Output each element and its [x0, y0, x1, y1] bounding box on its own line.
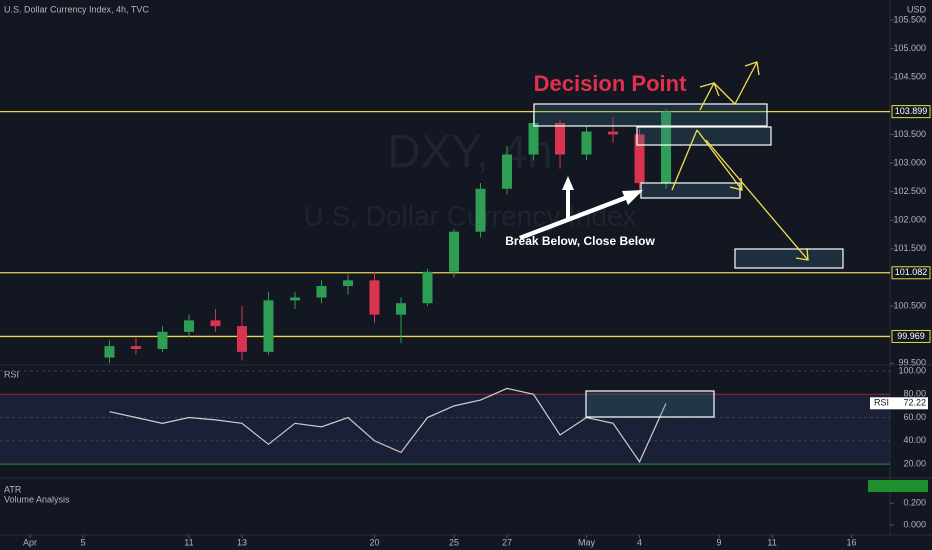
candle-body — [502, 154, 513, 189]
level-label: 99.969 — [897, 331, 925, 341]
watermark: U.S. Dollar Currency Index — [303, 200, 636, 231]
x-tick-label: 11 — [767, 537, 776, 547]
candle-body — [608, 131, 619, 135]
zone-box — [533, 103, 768, 127]
candle-body — [130, 346, 141, 349]
y-tick-label: 99.500 — [898, 358, 926, 368]
rsi-tick-label: 60.00 — [903, 412, 926, 422]
watermark: DXY, 4h — [387, 125, 552, 177]
pane-label: RSI — [4, 369, 19, 379]
level-label-box — [891, 266, 931, 280]
level-label-box — [891, 329, 931, 343]
arrow — [671, 129, 698, 191]
arrow-head — [699, 82, 720, 97]
pane-label: ATR — [4, 484, 22, 494]
candle-body — [661, 111, 672, 184]
rsi-band — [0, 394, 890, 465]
annotation: Break Below, Close Below — [505, 234, 655, 248]
y-tick-label: 105.000 — [893, 43, 926, 53]
annotation: Decision Point — [534, 71, 687, 96]
level-label: 103.899 — [895, 106, 928, 116]
candle-body — [210, 320, 221, 327]
candle-body — [342, 280, 353, 287]
y-tick-label: 100.500 — [893, 300, 926, 310]
drawings — [533, 103, 844, 418]
candle-body — [422, 271, 433, 304]
candle-body — [555, 123, 566, 155]
candle-body — [449, 231, 460, 272]
level-label-box — [891, 105, 931, 119]
x-tick-label: May — [578, 537, 596, 547]
candle-body — [236, 326, 247, 352]
candle-body — [634, 134, 645, 184]
x-tick-label: 4 — [637, 537, 642, 547]
x-tick-label: 16 — [847, 537, 857, 547]
x-tick-label: 27 — [502, 537, 512, 547]
candle-body — [528, 123, 539, 155]
rsi-tick-label: 20.00 — [903, 458, 926, 468]
candle-body — [396, 303, 407, 315]
arrow — [519, 190, 643, 240]
arrow-head — [795, 247, 809, 261]
arrow — [705, 139, 809, 261]
x-tick-label: 25 — [449, 537, 459, 547]
y-tick-label: 102.000 — [893, 215, 926, 225]
y-tick-label: 101.500 — [893, 243, 926, 253]
y-tick-label: 103.000 — [893, 157, 926, 167]
arrow — [696, 129, 743, 191]
zone-box — [636, 126, 772, 146]
level-label: 101.082 — [895, 267, 928, 277]
candle-body — [104, 346, 115, 358]
rsi-value-label: 72.22 — [903, 398, 926, 408]
x-tick-label: 9 — [717, 537, 722, 547]
rsi-tick-label: 100.00 — [898, 365, 926, 375]
atr-value-box — [868, 480, 928, 492]
x-tick-label: 11 — [184, 537, 193, 547]
y-tick-label: 105.500 — [893, 14, 926, 24]
x-tick-label: 13 — [237, 537, 247, 547]
y-tick-label: 102.500 — [893, 186, 926, 196]
arrow — [734, 61, 758, 105]
currency: USD — [907, 4, 927, 14]
x-tick-label: 5 — [80, 537, 85, 547]
arrow — [562, 176, 574, 218]
atr-tick-label: 0.000 — [903, 520, 926, 530]
candle-body — [581, 131, 592, 155]
candle-body — [183, 320, 194, 332]
rsi-tick-label: 40.00 — [903, 435, 926, 445]
candle-body — [475, 188, 486, 232]
candle-body — [263, 300, 274, 352]
x-tick-label: Apr — [23, 537, 37, 547]
arrows — [671, 61, 809, 261]
candle-body — [289, 297, 300, 301]
candle-body — [369, 280, 380, 315]
candle-body — [157, 331, 168, 349]
x-tick-label: 20 — [369, 537, 379, 547]
white-arrows — [519, 176, 643, 240]
zone-box — [640, 182, 741, 199]
rsi-value-box — [870, 397, 928, 410]
rsi-line — [109, 387, 667, 463]
pane-label: Volume Analysis — [4, 494, 70, 504]
zone-box — [585, 390, 715, 418]
rsi-tick-label: 80.00 — [903, 389, 926, 399]
arrow-head — [744, 61, 760, 76]
rsi-value-name: RSI — [874, 398, 889, 408]
chart-title: U.S. Dollar Currency Index, 4h, TVC — [4, 4, 149, 14]
atr-tick-label: 0.200 — [903, 498, 926, 508]
y-tick-label: 103.500 — [893, 129, 926, 139]
candle-body — [316, 286, 327, 298]
zone-box — [734, 248, 844, 269]
y-tick-label: 104.500 — [893, 72, 926, 82]
